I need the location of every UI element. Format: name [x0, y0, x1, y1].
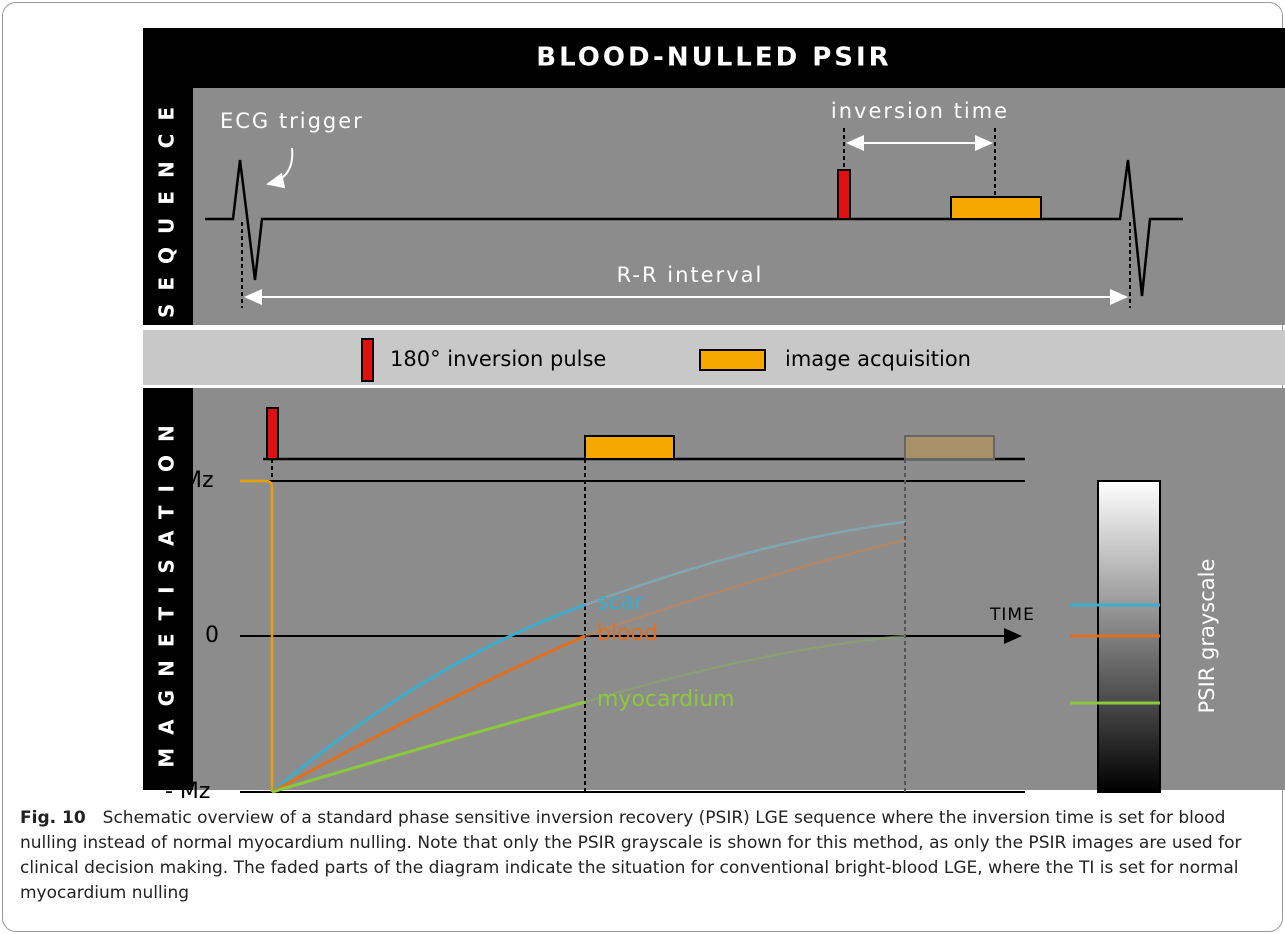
caption-text: Schematic overview of a standard phase s…: [20, 808, 1242, 903]
sequence-panel: [193, 88, 1285, 325]
faded-scar-curve: [584, 520, 906, 607]
legend-acquisition-label: image acquisition: [785, 347, 971, 371]
legend-pulse: [361, 338, 374, 382]
blood-curve: [271, 634, 586, 794]
scar-curve: [271, 603, 586, 794]
grayscale-label: PSIR grayscale: [1195, 559, 1219, 714]
inversion-pulse: [266, 407, 279, 460]
axis-label: 0: [205, 623, 219, 648]
inversion-pulse: [837, 169, 851, 220]
ecg-label: ECG trigger: [220, 109, 364, 133]
caption: Fig. 10 Schematic overview of a standard…: [20, 806, 1260, 906]
diagram: BLOOD-NULLED PSIR SEQUENCE inversion tim…: [143, 28, 1285, 800]
legend-pulse-label: 180° inversion pulse: [390, 347, 606, 371]
curve-label: blood: [597, 621, 658, 646]
side-strip: [143, 88, 193, 325]
title: BLOOD-NULLED PSIR: [536, 43, 891, 73]
ti-label: inversion time: [831, 99, 1009, 123]
ecg-arrow: [266, 147, 294, 189]
legend-acquisition: [699, 349, 766, 371]
acquisition-block: [950, 196, 1042, 220]
rr-label: R-R interval: [617, 263, 764, 287]
axis-label: Mz: [183, 468, 214, 493]
figure-number: Fig. 10: [20, 808, 86, 828]
title-bar: [143, 28, 1285, 88]
time-label: TIME: [989, 605, 1035, 625]
sequence-label: SEQUENCE: [155, 94, 179, 318]
magnetisation-label: MAGNETISATION: [155, 412, 179, 767]
inversion-curve: [240, 479, 274, 792]
side-strip: [143, 388, 193, 790]
curve-label: scar: [597, 590, 644, 615]
faded-myocardium-curve: [584, 634, 906, 704]
acquisition-block: [584, 435, 675, 460]
ecg-trace: [205, 159, 1183, 297]
faded-acquisition-block: [904, 435, 995, 460]
curve-label: myocardium: [597, 687, 735, 712]
myocardium-curve: [271, 700, 586, 794]
faded-blood-curve: [584, 538, 906, 638]
axis-label: - Mz: [165, 779, 210, 800]
